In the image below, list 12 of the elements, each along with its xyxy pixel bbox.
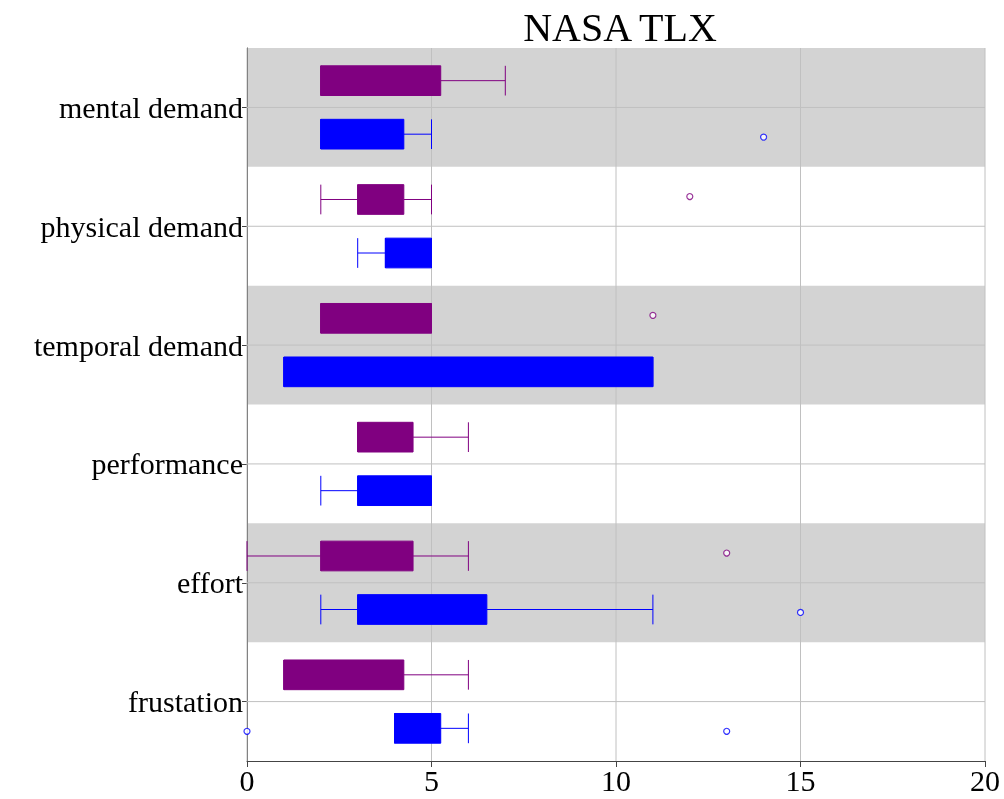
y-tick-label: mental demand xyxy=(58,90,243,124)
x-tick-label: 10 xyxy=(601,763,631,797)
x-tick-label: 20 xyxy=(970,763,1000,797)
x-tick-label: 15 xyxy=(785,763,816,797)
y-tick-label: physical demand xyxy=(40,209,243,243)
x-tick-label: 5 xyxy=(424,763,439,797)
y-tick-label: performance xyxy=(91,447,243,481)
y-tick-label: effort xyxy=(176,566,244,600)
y-tick-label: frustation xyxy=(128,685,243,719)
x-tick-label: 0 xyxy=(239,763,255,797)
y-tick-label: temporal demand xyxy=(33,328,243,362)
chart-title: NASA TLX xyxy=(523,4,717,50)
